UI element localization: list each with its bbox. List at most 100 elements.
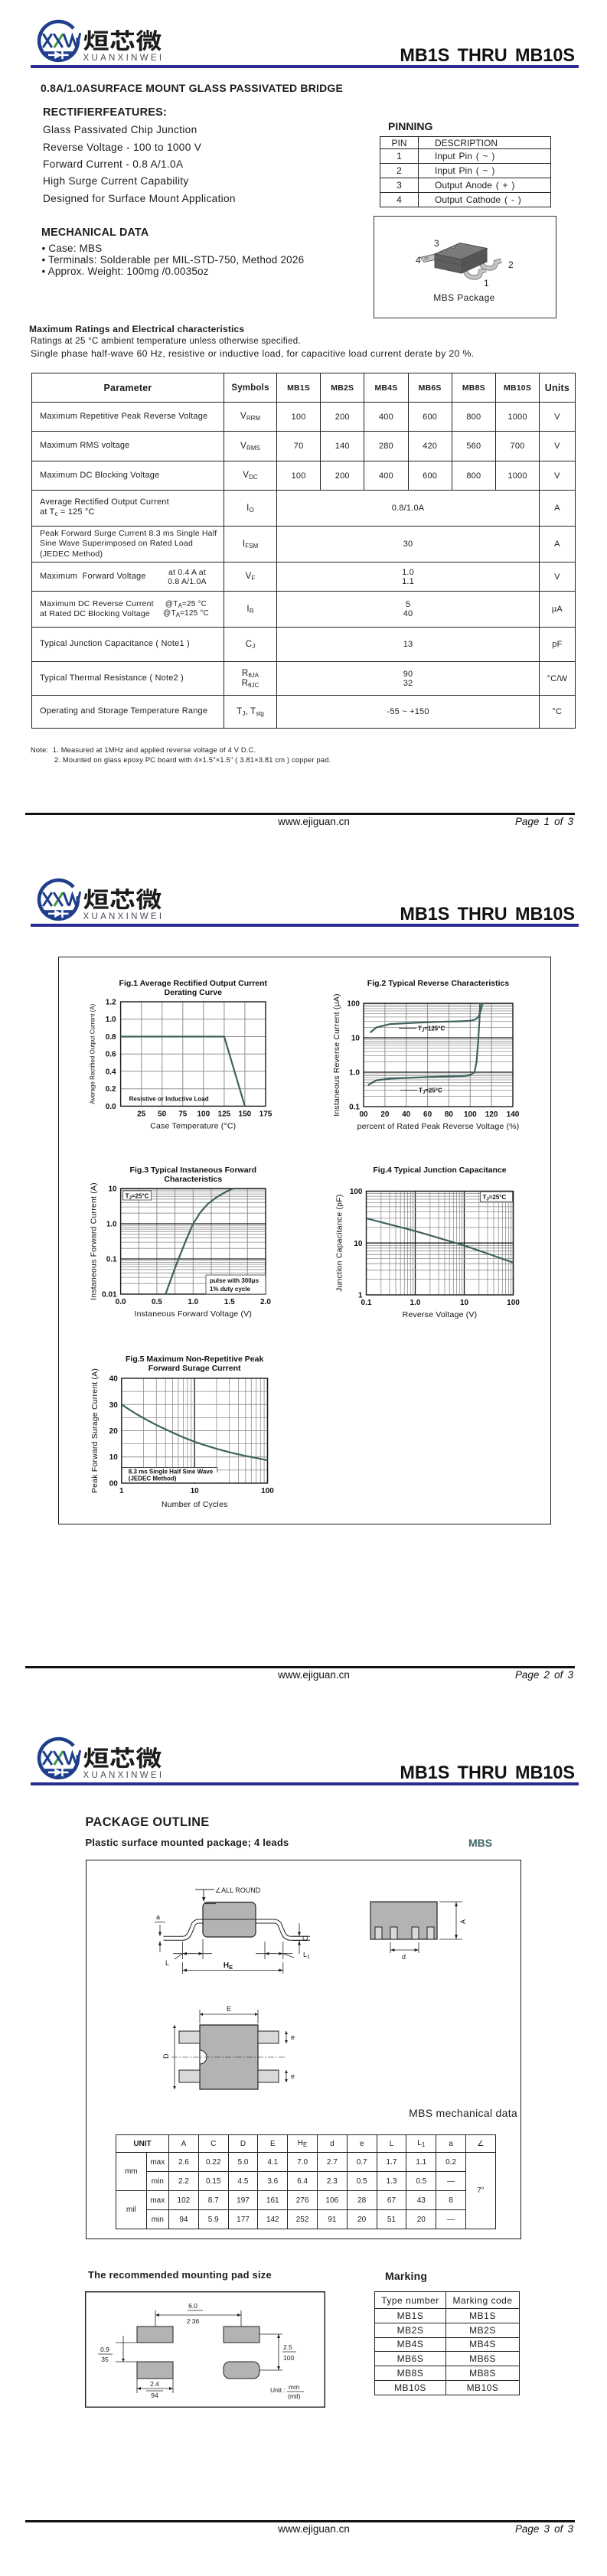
svg-text:94: 94: [151, 2392, 158, 2399]
svg-text:1: 1: [119, 1487, 124, 1495]
svg-text:10: 10: [191, 1487, 200, 1495]
svg-text:50: 50: [158, 1110, 167, 1118]
svg-text:Instaneous Forward Voltage (V): Instaneous Forward Voltage (V): [134, 1309, 252, 1319]
svg-text:1.0: 1.0: [106, 1221, 117, 1229]
svg-text:0.01: 0.01: [102, 1291, 117, 1299]
svg-text:100: 100: [464, 1110, 477, 1119]
svg-text:120: 120: [485, 1110, 498, 1119]
svg-text:10: 10: [351, 1035, 361, 1043]
svg-text:XUANXINWEI: XUANXINWEI: [83, 1771, 165, 1780]
svg-text:Forward Surage Current: Forward Surage Current: [148, 1364, 241, 1373]
svg-text:Characteristics: Characteristics: [164, 1175, 222, 1184]
svg-text:Junction Capacitance (pF): Junction Capacitance (pF): [335, 1194, 344, 1292]
svg-text:10: 10: [460, 1299, 469, 1307]
svg-text:1: 1: [484, 278, 489, 289]
svg-text:0.9: 0.9: [100, 2346, 109, 2353]
svg-text:Unit :: Unit :: [270, 2386, 286, 2394]
svg-text:4: 4: [416, 255, 421, 266]
svg-text:10: 10: [108, 1185, 117, 1194]
svg-text:10: 10: [354, 1240, 363, 1248]
svg-text:L: L: [165, 1959, 169, 1967]
svg-text:3: 3: [434, 238, 439, 249]
svg-text:2 36: 2 36: [187, 2317, 200, 2325]
svg-text:1.5: 1.5: [224, 1298, 235, 1306]
svg-text:Instaneous Forward Current (A): Instaneous Forward Current (A): [90, 1182, 99, 1300]
svg-text:0.1: 0.1: [349, 1104, 360, 1112]
svg-text:0.1: 0.1: [361, 1299, 372, 1307]
svg-text:20: 20: [380, 1110, 390, 1119]
svg-text:0.0: 0.0: [116, 1298, 126, 1306]
svg-text:00: 00: [109, 1480, 119, 1489]
svg-text:pulse with 300μs: pulse with 300μs: [210, 1277, 259, 1284]
svg-text:A: A: [459, 1919, 467, 1924]
svg-text:Average Rectified Output Curre: Average Rectified Output Current (A): [90, 1003, 96, 1104]
svg-text:30: 30: [109, 1401, 119, 1410]
svg-text:Peak Forward Surage Current (A: Peak Forward Surage Current (A): [90, 1368, 100, 1493]
svg-text:35: 35: [101, 2356, 109, 2363]
svg-text:TJ=25°C: TJ=25°C: [126, 1193, 149, 1202]
svg-text:e: e: [291, 2033, 295, 2041]
svg-text:1.0: 1.0: [188, 1298, 198, 1306]
svg-text:0.6: 0.6: [106, 1051, 116, 1059]
svg-text:0.8: 0.8: [106, 1033, 116, 1042]
svg-text:2.0: 2.0: [260, 1298, 271, 1306]
svg-text:HE: HE: [224, 1961, 233, 1971]
svg-text:1% duty cycle: 1% duty cycle: [210, 1286, 250, 1293]
svg-text:0.5: 0.5: [152, 1298, 162, 1306]
svg-text:00: 00: [359, 1110, 368, 1119]
svg-text:d: d: [402, 1953, 406, 1961]
svg-text:Instaneous Reverse Current (μ: Instaneous Reverse Current (μA): [332, 993, 341, 1116]
svg-text:∠ALL ROUND: ∠ALL ROUND: [215, 1886, 261, 1894]
svg-text:D: D: [162, 2053, 170, 2059]
svg-text:100: 100: [507, 1299, 520, 1307]
svg-text:0.0: 0.0: [106, 1103, 116, 1111]
svg-text:Fig.3 Typical Instaneous Forw: Fig.3 Typical Instaneous Forward: [130, 1166, 257, 1175]
svg-text:Case Temperature (°C): Case Temperature (°C): [150, 1121, 236, 1130]
svg-text:100: 100: [197, 1110, 210, 1118]
svg-text:100: 100: [283, 2354, 294, 2362]
svg-text:C: C: [302, 1935, 309, 1941]
svg-text:0.4: 0.4: [106, 1068, 116, 1076]
svg-text:75: 75: [178, 1110, 188, 1118]
svg-text:10: 10: [109, 1453, 119, 1462]
svg-text:100: 100: [347, 1000, 360, 1009]
svg-text:XUANXINWEI: XUANXINWEI: [83, 54, 165, 63]
svg-text:40: 40: [402, 1110, 411, 1119]
svg-text:0.2: 0.2: [106, 1085, 116, 1094]
svg-text:e: e: [291, 2072, 295, 2080]
svg-text:8.3 ms Single Half Sine Wave: 8.3 ms Single Half Sine Wave: [129, 1469, 214, 1475]
svg-text:2.4: 2.4: [150, 2380, 159, 2388]
svg-text:0.1: 0.1: [106, 1256, 117, 1264]
svg-text:1.0: 1.0: [349, 1069, 360, 1078]
svg-text:150: 150: [239, 1110, 252, 1118]
svg-text:Fig.4 Typical Junction Capaci: Fig.4 Typical Junction Capacitance: [373, 1166, 506, 1175]
svg-text:Reverse Voltage (V): Reverse Voltage (V): [403, 1310, 478, 1319]
svg-text:Number of Cycles: Number of Cycles: [162, 1500, 228, 1509]
svg-text:a: a: [156, 1913, 160, 1921]
svg-text:60: 60: [423, 1110, 432, 1119]
svg-text:1: 1: [358, 1292, 363, 1300]
svg-text:125: 125: [218, 1110, 231, 1118]
svg-text:Fig.2 Typical Reverse Charact: Fig.2 Typical Reverse Characteristics: [367, 979, 510, 988]
svg-text:2.5: 2.5: [283, 2343, 292, 2351]
svg-text:TJ=25°C: TJ=25°C: [419, 1087, 442, 1096]
svg-text:mm: mm: [289, 2383, 299, 2391]
svg-text:175: 175: [259, 1110, 272, 1118]
svg-text:80: 80: [445, 1110, 454, 1119]
svg-text:Fig.5 Maximum Non-Repetitive: Fig.5 Maximum Non-Repetitive Peak: [126, 1355, 263, 1364]
svg-text:40: 40: [109, 1375, 119, 1384]
svg-text:L1: L1: [303, 1951, 310, 1960]
svg-text:Derating Curve: Derating Curve: [165, 988, 222, 997]
svg-text:20: 20: [109, 1427, 119, 1436]
svg-text:25: 25: [137, 1110, 146, 1118]
svg-text:100: 100: [261, 1487, 274, 1495]
svg-text:2: 2: [508, 259, 514, 270]
svg-text:E: E: [227, 2005, 231, 2013]
svg-text:percent of Rated Peak Reverse: percent of Rated Peak Reverse Voltage (%…: [357, 1122, 520, 1131]
svg-text:Fig.1 Average Rectified Outpu: Fig.1 Average Rectified Output Current: [119, 979, 268, 988]
svg-text:1.0: 1.0: [106, 1016, 116, 1024]
svg-text:Resistive or Inductive Load: Resistive or Inductive Load: [129, 1095, 209, 1102]
svg-text:XUANXINWEI: XUANXINWEI: [83, 912, 165, 921]
svg-text:1.2: 1.2: [106, 999, 116, 1007]
svg-text:TJ=125°C: TJ=125°C: [418, 1026, 445, 1034]
